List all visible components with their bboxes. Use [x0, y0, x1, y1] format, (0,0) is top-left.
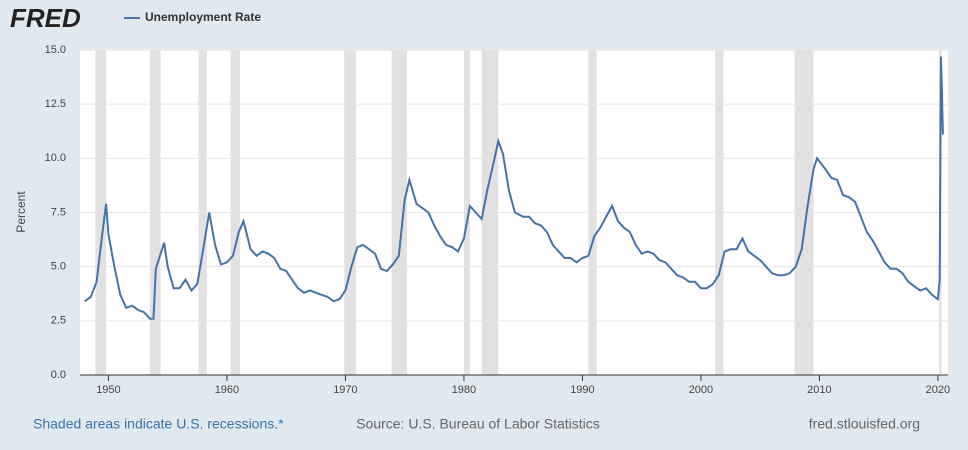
- y-tick-label: 0.0: [51, 369, 66, 381]
- x-tick-label: 1970: [333, 384, 357, 396]
- x-tick-label: 2000: [689, 384, 713, 396]
- y-tick-label: 5.0: [51, 261, 66, 273]
- site-note: fred.stlouisfed.org: [809, 416, 920, 432]
- x-tick-label: 1950: [96, 384, 120, 396]
- x-tick-label: 1960: [215, 384, 239, 396]
- x-tick-label: 2020: [926, 384, 950, 396]
- source-note: Source: U.S. Bureau of Labor Statistics: [356, 416, 600, 432]
- x-tick-label: 1980: [452, 384, 476, 396]
- y-tick-label: 15.0: [45, 44, 66, 56]
- x-tick-label: 1990: [570, 384, 594, 396]
- recession-note[interactable]: Shaded areas indicate U.S. recessions.*: [33, 416, 284, 432]
- y-tick-label: 7.5: [51, 206, 66, 218]
- x-tick-label: 2010: [807, 384, 831, 396]
- y-axis-label: Percent: [14, 191, 28, 233]
- legend-label: Unemployment Rate: [145, 10, 261, 24]
- y-tick-label: 12.5: [45, 98, 66, 110]
- y-tick-label: 10.0: [45, 152, 66, 164]
- logo: FRED: [10, 3, 81, 33]
- y-tick-label: 2.5: [51, 315, 66, 327]
- series-line: [84, 56, 944, 320]
